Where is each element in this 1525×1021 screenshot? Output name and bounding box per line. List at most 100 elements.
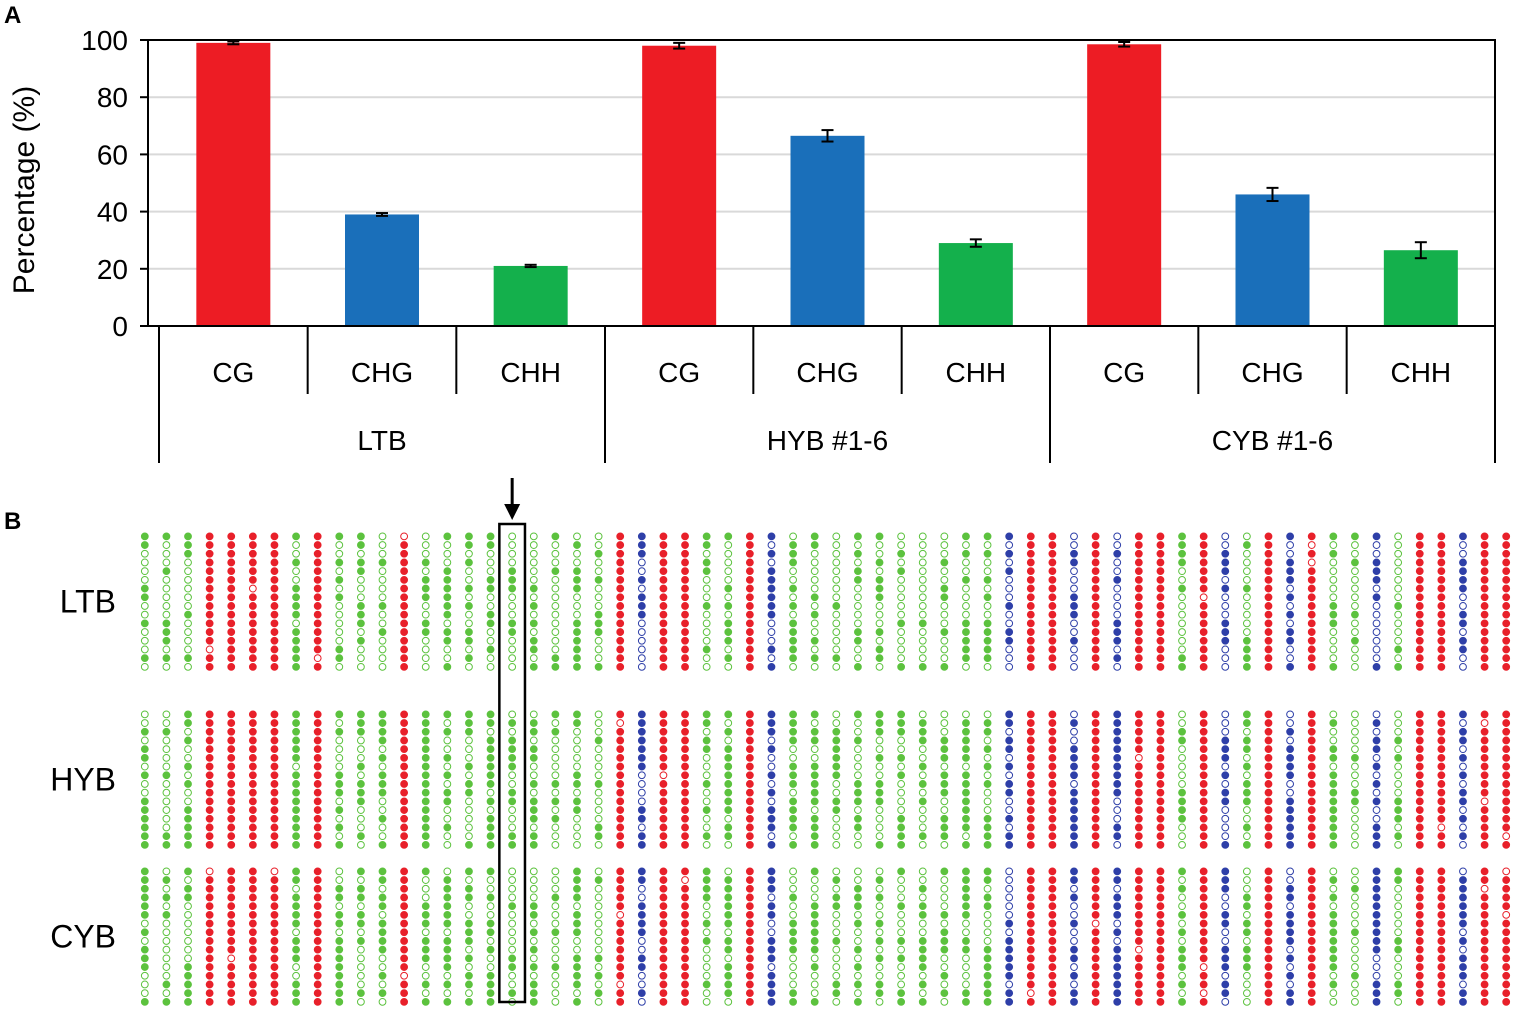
methylation-dot (1091, 893, 1100, 902)
methylation-dot (1459, 753, 1467, 762)
methylation-dot (659, 902, 668, 911)
methylation-dot (400, 876, 409, 884)
methylation-dot (1307, 610, 1316, 619)
methylation-dot (1502, 636, 1511, 645)
methylation-dot (421, 654, 430, 663)
methylation-dot (1502, 876, 1511, 884)
methylation-dot (443, 558, 452, 567)
methylation-dot (162, 980, 171, 989)
methylation-dot (832, 910, 841, 919)
methylation-dot (1113, 997, 1122, 1006)
methylation-dot (1134, 558, 1143, 567)
methylation-dot (1048, 719, 1057, 727)
methylation-dot (184, 549, 192, 558)
methylation-dot (594, 806, 603, 814)
methylation-dot (1070, 710, 1078, 719)
methylation-dot (1005, 797, 1014, 806)
methylation-dot (421, 919, 430, 928)
methylation-dot (335, 919, 344, 928)
methylation-dot (529, 919, 538, 928)
methylation-dot (443, 980, 452, 989)
methylation-dot (270, 771, 279, 780)
methylation-dot (918, 628, 927, 636)
methylation-dot (184, 719, 192, 727)
methylation-dot (1005, 662, 1014, 671)
methylation-dot (1156, 575, 1165, 584)
methylation-dot (875, 876, 884, 884)
methylation-dot (940, 902, 949, 911)
methylation-dot (1394, 980, 1403, 989)
methylation-dot (875, 541, 884, 549)
methylation-dot (940, 628, 949, 636)
methylation-dot (637, 602, 646, 610)
methylation-dot (140, 719, 149, 727)
methylation-dot (767, 567, 776, 576)
methylation-dot (1070, 840, 1078, 849)
methylation-dot (248, 602, 257, 610)
methylation-dot (767, 963, 776, 971)
methylation-dot (1113, 797, 1122, 806)
methylation-dot (1113, 963, 1122, 971)
methylation-dot (832, 840, 841, 849)
methylation-dot (1415, 997, 1424, 1006)
methylation-dot (810, 593, 819, 602)
methylation-dot (745, 753, 754, 762)
methylation-dot (140, 636, 149, 645)
methylation-dot (292, 937, 300, 945)
methylation-dot (681, 567, 689, 576)
methylation-dot (248, 541, 257, 549)
methylation-dot (378, 727, 387, 736)
methylation-dot (1264, 867, 1273, 876)
methylation-dot (940, 654, 949, 663)
methylation-dot (162, 736, 171, 745)
methylation-dot (1048, 945, 1057, 954)
methylation-dot (162, 814, 171, 823)
methylation-dot (659, 971, 668, 980)
methylation-dot (140, 945, 149, 954)
methylation-dot (681, 989, 689, 998)
methylation-dot (378, 575, 387, 584)
methylation-dot (400, 788, 409, 797)
methylation-dot (1113, 840, 1122, 849)
methylation-dot (573, 567, 581, 576)
methylation-dot (918, 549, 927, 558)
methylation-dot (465, 806, 473, 814)
bar-hyb-cg (642, 45, 717, 326)
methylation-dot (875, 945, 884, 954)
methylation-dot (1286, 584, 1295, 593)
methylation-dot (486, 780, 495, 788)
methylation-dot (443, 727, 452, 736)
methylation-dot (810, 840, 819, 849)
methylation-dot (1221, 997, 1230, 1006)
methylation-dot (1329, 532, 1338, 541)
methylation-dot (1437, 727, 1446, 736)
methylation-dot (745, 602, 754, 610)
methylation-dot (140, 780, 149, 788)
methylation-dot (421, 806, 430, 814)
methylation-dot (1113, 876, 1122, 884)
methylation-dot (1264, 619, 1273, 628)
methylation-dot (1459, 971, 1467, 980)
methylation-dot (1329, 840, 1338, 849)
methylation-dot (1070, 997, 1078, 1006)
methylation-dot (616, 654, 625, 663)
methylation-dot (637, 840, 646, 849)
methylation-dot (335, 832, 344, 841)
methylation-dot (875, 893, 884, 902)
methylation-dot (1178, 736, 1186, 745)
methylation-dot (745, 954, 754, 963)
methylation-dot (335, 636, 344, 645)
methylation-dot (162, 884, 171, 893)
methylation-dot (1242, 745, 1251, 754)
methylation-dot (659, 610, 668, 619)
methylation-dot (1242, 910, 1251, 919)
methylation-dot (1156, 980, 1165, 989)
methylation-dot (292, 662, 300, 671)
methylation-dot (356, 619, 365, 628)
methylation-dot (897, 867, 906, 876)
methylation-dot (227, 549, 236, 558)
methylation-dot (1437, 989, 1446, 998)
methylation-dot (573, 645, 581, 654)
methylation-dot (1286, 937, 1295, 945)
